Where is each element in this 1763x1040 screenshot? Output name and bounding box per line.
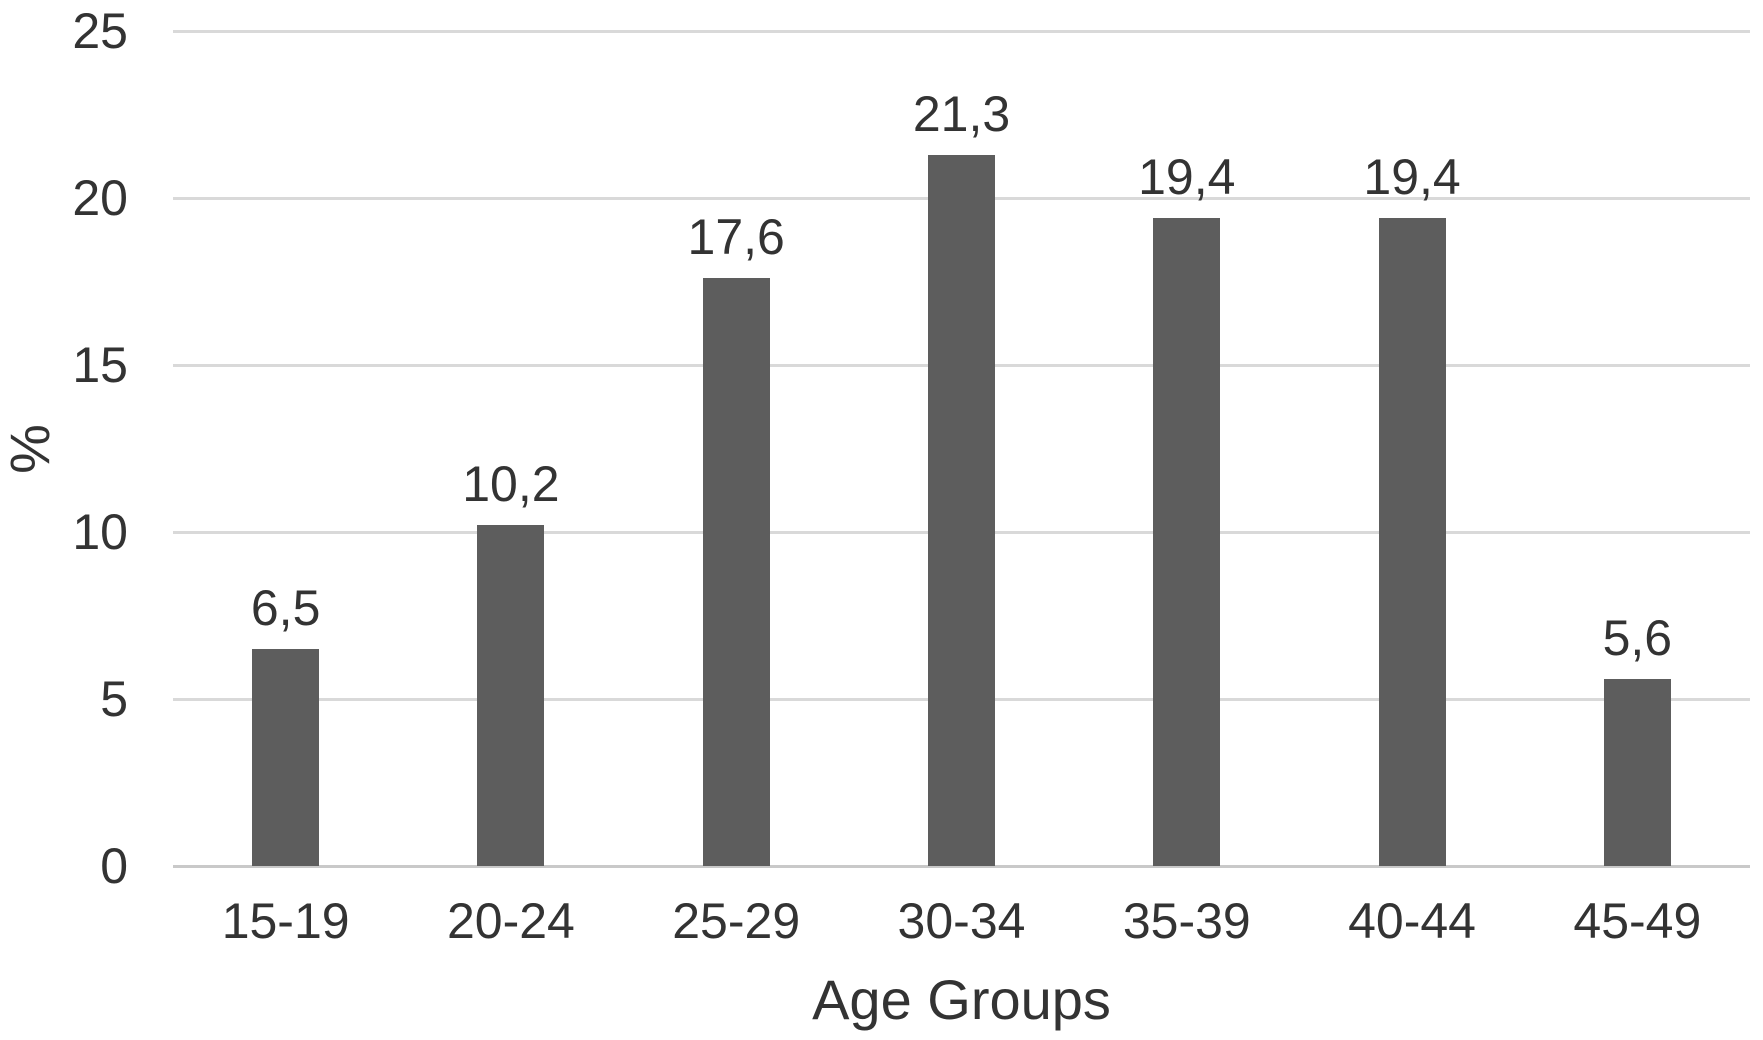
- x-tick-label: 45-49: [1573, 893, 1702, 949]
- bar-value-label: 5,6: [1602, 609, 1673, 666]
- bar: [702, 278, 770, 866]
- bar: [928, 154, 995, 866]
- bar-value-label: 6,5: [250, 579, 321, 636]
- y-tick-label: 25: [72, 3, 128, 59]
- gridline: [173, 30, 1750, 33]
- bar: [1153, 218, 1221, 866]
- bar-value-label: 10,2: [462, 456, 560, 513]
- bar-value-label: 17,6: [687, 209, 785, 266]
- y-tick-label: 15: [72, 337, 128, 393]
- x-tick-label: 30-34: [897, 893, 1026, 949]
- bar: [1378, 218, 1446, 866]
- y-tick-label: 5: [100, 671, 128, 727]
- y-tick-label: 0: [100, 838, 128, 894]
- x-tick-label: 35-39: [1122, 893, 1251, 949]
- y-tick-label: 10: [72, 504, 128, 560]
- bar-value-label: 21,3: [912, 85, 1011, 142]
- bar-value-label: 19,4: [1363, 149, 1461, 206]
- x-tick-label: 20-24: [446, 893, 575, 949]
- bar: [1603, 678, 1671, 866]
- x-axis-line: [173, 865, 1750, 868]
- x-tick-label: 40-44: [1348, 893, 1476, 949]
- x-tick-label: 15-19: [221, 893, 350, 949]
- bar: [477, 525, 545, 866]
- bar: [252, 648, 320, 866]
- x-axis-title: Age Groups: [812, 968, 1111, 1031]
- bar-value-label: 19,4: [1138, 149, 1236, 206]
- x-tick-label: 25-29: [672, 893, 801, 949]
- y-axis-title: %: [0, 423, 61, 474]
- y-tick-label: 20: [72, 170, 128, 226]
